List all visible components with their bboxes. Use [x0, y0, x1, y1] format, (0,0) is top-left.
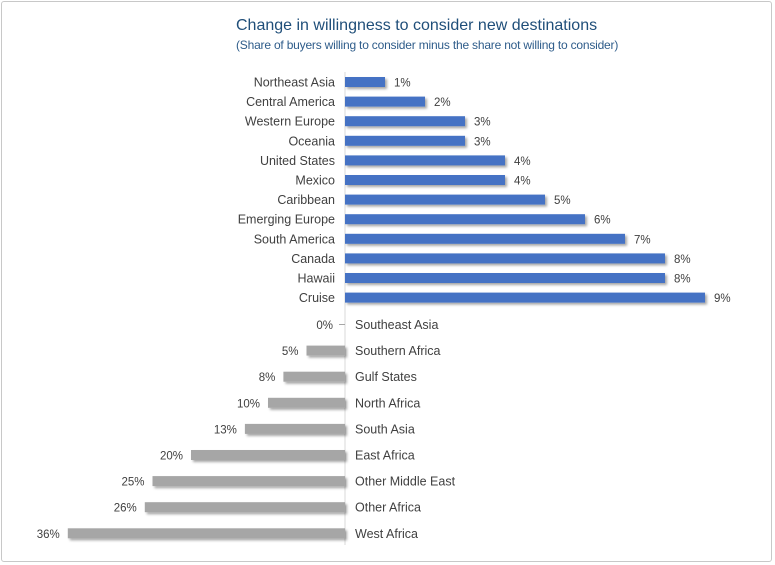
data-label: 3% [474, 136, 491, 148]
category-label: South Asia [355, 422, 415, 436]
bar-negative [152, 476, 345, 487]
data-label: 5% [282, 346, 299, 358]
data-label: 1% [394, 78, 411, 90]
chart-title: Change in willingness to consider new de… [236, 17, 598, 34]
category-label: Cruise [299, 291, 335, 305]
bar-positive [345, 273, 665, 283]
bar-positive [345, 175, 505, 185]
category-label: Canada [291, 252, 335, 266]
bar-positive [345, 292, 705, 303]
data-label: 6% [594, 215, 611, 227]
data-label: 8% [674, 274, 691, 286]
bar-positive [345, 116, 465, 127]
bar-positive [345, 233, 625, 244]
data-label: 10% [237, 398, 260, 410]
chart-subtitle: (Share of buyers willing to consider min… [236, 38, 619, 52]
bar-negative [283, 371, 345, 382]
category-label: West Africa [355, 527, 418, 541]
bar-negative [268, 397, 345, 408]
category-label: Hawaii [297, 272, 335, 286]
bar-positive [345, 253, 665, 264]
data-label: 25% [121, 477, 144, 489]
bar-positive [345, 77, 385, 87]
category-label: Northeast Asia [254, 76, 335, 90]
data-label: 8% [674, 254, 691, 266]
category-label: North Africa [355, 396, 420, 410]
category-label: South America [254, 232, 335, 246]
data-label: 20% [160, 451, 183, 463]
category-label: Gulf States [355, 370, 417, 384]
bar-negative [306, 345, 345, 356]
bar-positive [345, 155, 505, 166]
bar-positive [345, 214, 585, 225]
bar-negative [67, 528, 346, 539]
category-label: Oceania [288, 134, 335, 148]
data-label: 5% [554, 195, 571, 207]
category-label: Caribbean [277, 193, 335, 207]
bar-negative [144, 502, 345, 513]
category-label: Mexico [295, 174, 335, 188]
bar-positive [345, 194, 545, 205]
data-label: 0% [316, 320, 333, 332]
category-label: United States [260, 154, 335, 168]
category-label: Central America [246, 95, 335, 109]
category-label: Other Africa [355, 501, 421, 515]
data-label: 13% [214, 424, 237, 436]
category-label: Other Middle East [355, 475, 456, 489]
data-label: 8% [259, 372, 276, 384]
data-label: 4% [514, 176, 531, 188]
category-label: Southeast Asia [355, 318, 438, 332]
data-label: 36% [37, 529, 60, 541]
data-label: 9% [714, 293, 731, 305]
data-label: 4% [514, 156, 531, 168]
bar-positive [345, 135, 465, 146]
category-label: Western Europe [245, 115, 335, 129]
category-label: Emerging Europe [238, 213, 335, 227]
bar-positive [345, 96, 425, 107]
data-label: 7% [634, 234, 651, 246]
category-label: Southern Africa [355, 344, 441, 358]
data-label: 3% [474, 117, 491, 129]
bar-negative [244, 423, 345, 434]
data-label: 2% [434, 97, 451, 109]
bar-negative [191, 450, 345, 460]
category-label: East Africa [355, 449, 415, 463]
data-label: 26% [114, 503, 137, 515]
